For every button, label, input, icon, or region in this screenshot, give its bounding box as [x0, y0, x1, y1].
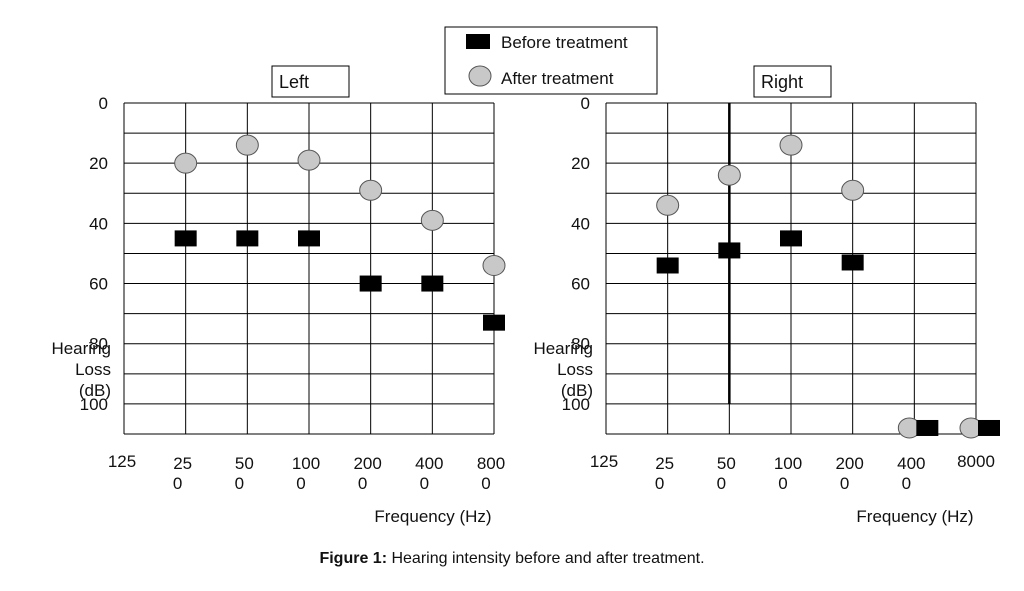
right-after-point [779, 134, 803, 156]
right-y-tick-label: 40 [571, 214, 590, 233]
right-before-point [978, 419, 1000, 436]
left-after-point [297, 149, 321, 171]
left-y-axis-label: (dB) [79, 381, 111, 400]
left-y-tick-label: 80 [89, 335, 108, 354]
left-x-tick-text: 400 [415, 454, 443, 473]
right-y-tick-label: 60 [571, 275, 590, 294]
left-x-tick-text: 800 [477, 454, 505, 473]
right-x-tick-text: 100 [774, 454, 802, 473]
left-y-tick-label: 20 [89, 154, 108, 173]
left-x-tick-text-wrap: 0 [296, 474, 305, 493]
left-x-tick-text-wrap: 0 [481, 474, 490, 493]
right-x-tick-text: 25 [655, 454, 674, 473]
right-x-tick-text-wrap: 0 [840, 474, 849, 493]
left-x-tick-label: 500 [235, 454, 254, 493]
right-y-axis-label: Loss [557, 360, 593, 379]
left-before-point [359, 275, 382, 292]
legend-before-marker [466, 34, 490, 49]
right-x-tick-text: 50 [717, 454, 736, 473]
left-title: Left [279, 72, 309, 92]
right-x-tick-text-wrap: 0 [902, 474, 911, 493]
left-x-tick-label: 250 [173, 454, 192, 493]
left-after-point [482, 254, 506, 276]
left-x-tick-text: 50 [235, 454, 254, 473]
legend: Before treatment After treatment [444, 26, 658, 95]
left-before-point [236, 230, 259, 247]
right-after-point [841, 179, 865, 201]
left-before-point [174, 230, 197, 247]
right-title-box [753, 65, 832, 98]
left-y-tick-label: 40 [89, 214, 108, 233]
right-y-tick-label: 80 [571, 335, 590, 354]
right-y-axis-label: (dB) [561, 381, 593, 400]
left-after-point [235, 134, 259, 156]
left-y-tick-label: 100 [80, 395, 108, 414]
right-after-point [656, 194, 680, 216]
left-y-axis-label: Hearing [51, 339, 111, 358]
left-y-axis-label: Loss [75, 360, 111, 379]
legend-before-label: Before treatment [501, 33, 628, 52]
left-x-tick-text: 25 [173, 454, 192, 473]
right-before-point [916, 419, 939, 436]
right-x-tick-label: 250 [655, 454, 674, 493]
right-before-point [780, 230, 802, 247]
right-before-point [841, 254, 864, 271]
right-before-point [656, 257, 679, 274]
right-y-tick-label: 100 [562, 395, 590, 414]
left-x-tick-text-wrap: 0 [173, 474, 182, 493]
left-after-point [174, 152, 198, 174]
caption-label: Figure 1: [319, 550, 388, 567]
left-x-tick-text-wrap: 0 [235, 474, 244, 493]
left-before-point [298, 230, 320, 247]
right-x-tick-text-wrap: 0 [778, 474, 787, 493]
left-x-tick-text-wrap: 0 [358, 474, 367, 493]
right-x-tick-text: 400 [897, 454, 925, 473]
left-x-axis-label: Frequency (Hz) [374, 507, 491, 526]
left-before-point [483, 314, 505, 331]
right-x-axis-label: Frequency (Hz) [856, 507, 973, 526]
right-x-tick-label: 8000 [957, 452, 995, 471]
right-x-tick-text-wrap: 0 [717, 474, 726, 493]
right-x-tick-text: 200 [835, 454, 863, 473]
right-y-axis-label: Hearing [533, 339, 593, 358]
left-after-point [359, 179, 383, 201]
right-title: Right [761, 72, 803, 92]
left-x-tick-label: 8000 [477, 454, 505, 493]
right-before-point [718, 242, 741, 259]
left-title-box [271, 65, 350, 98]
right-y-tick-label: 20 [571, 154, 590, 173]
left-x-tick-label: 125 [108, 452, 136, 471]
left-y-tick-label: 0 [99, 94, 108, 113]
right-x-tick-text: 125 [590, 452, 618, 471]
left-x-tick-text: 100 [292, 454, 320, 473]
left-after-point [420, 209, 444, 231]
left-x-tick-text-wrap: 0 [420, 474, 429, 493]
legend-after-label: After treatment [501, 69, 614, 88]
left-before-point [421, 275, 444, 292]
figure-caption: Figure 1: Hearing intensity before and a… [0, 550, 1024, 568]
right-x-tick-text: 8000 [957, 452, 995, 471]
right-x-tick-label: 500 [717, 454, 736, 493]
left-y-tick-label: 60 [89, 275, 108, 294]
right-after-point [717, 164, 741, 186]
right-y-tick-label: 0 [581, 94, 590, 113]
right-x-tick-text-wrap: 0 [655, 474, 664, 493]
caption-text: Hearing intensity before and after treat… [387, 550, 705, 567]
left-x-tick-text: 200 [353, 454, 381, 473]
legend-after-marker [468, 65, 492, 87]
right-x-tick-label: 125 [590, 452, 618, 471]
left-x-tick-text: 125 [108, 452, 136, 471]
